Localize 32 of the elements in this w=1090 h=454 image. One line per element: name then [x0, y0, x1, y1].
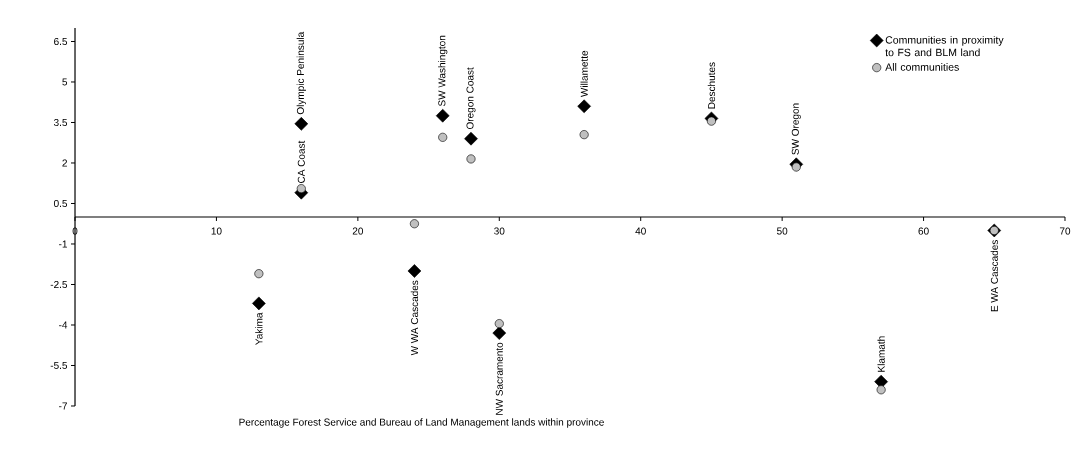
annotation: Klamath	[877, 336, 885, 372]
x-tick-label: 70	[1059, 227, 1071, 235]
y-tick-label: 2	[62, 159, 67, 167]
y-tick-label: -2.5	[50, 280, 68, 289]
y-tick-label: 0.5	[53, 199, 68, 208]
legend-label: Communities in proximity to FS and BLM land	[885, 35, 1004, 57]
x-tick-label: 10	[211, 227, 222, 235]
y-tick-label: -4	[59, 321, 68, 329]
x-tick-label: 30	[494, 227, 505, 235]
x-tick-label: 50	[776, 227, 788, 235]
x-tick-label: 20	[352, 227, 364, 235]
annotation: CA Coast	[297, 140, 305, 183]
legend-label: All communities	[885, 63, 959, 71]
annotation: Deschutes	[707, 62, 716, 109]
annotation: SW Oregon	[791, 103, 801, 155]
annotation: W WA Cascades	[410, 280, 419, 356]
x-tick-label: 40	[635, 227, 646, 235]
annotation: Olympic Peninsula	[296, 31, 306, 115]
y-tick-label: 3.5	[53, 118, 68, 127]
y-tick-label: -7	[59, 402, 67, 410]
y-tick-label: 5	[62, 78, 68, 86]
x-tick-label: 60	[918, 227, 929, 235]
y-tick-label: 6.5	[54, 37, 68, 46]
x-axis-title: Percentage Forest Service and Bureau of Land Management lands within province	[239, 418, 604, 428]
annotation: NW Sacramento	[495, 342, 503, 415]
annotation: E WA Cascades	[990, 240, 998, 312]
annotation: SW Washington	[438, 35, 448, 107]
annotation: Willamette	[580, 50, 588, 98]
annotation: Yakima	[255, 312, 263, 345]
y-tick-label: -1	[59, 240, 67, 248]
annotation: Oregon Coast	[466, 67, 476, 130]
y-tick-label: -5.5	[50, 361, 68, 369]
